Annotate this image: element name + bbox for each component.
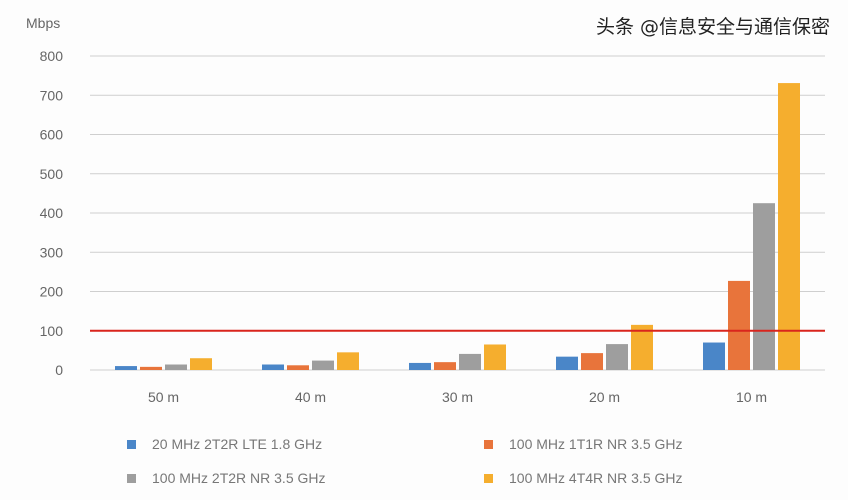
x-tick-label: 30 m: [442, 389, 473, 405]
x-tick-label: 10 m: [736, 389, 767, 405]
y-tick-label: 100: [40, 323, 64, 339]
y-tick-label: 0: [55, 362, 63, 378]
bar: [728, 280, 750, 370]
bar: [631, 324, 653, 370]
legend-item-3: 100 MHz 4T4R NR 3.5 GHz: [484, 470, 683, 486]
bar: [337, 352, 359, 370]
x-tick-label: 50 m: [148, 389, 179, 405]
legend-label: 100 MHz 4T4R NR 3.5 GHz: [509, 470, 683, 486]
bar: [190, 358, 212, 370]
y-tick-label: 400: [40, 205, 64, 221]
legend-swatch: [484, 439, 493, 449]
bar: [556, 356, 578, 370]
x-tick-label: 40 m: [295, 389, 326, 405]
bar: [581, 353, 603, 370]
legend-item-0: 20 MHz 2T2R LTE 1.8 GHz: [127, 436, 322, 452]
bar: [262, 364, 284, 370]
legend-label: 100 MHz 2T2R NR 3.5 GHz: [152, 470, 326, 486]
legend-label: 100 MHz 1T1R NR 3.5 GHz: [509, 436, 683, 452]
legend-label: 20 MHz 2T2R LTE 1.8 GHz: [152, 436, 323, 452]
legend-item-2: 100 MHz 2T2R NR 3.5 GHz: [127, 470, 326, 486]
bar: [484, 344, 506, 370]
y-tick-label: 500: [40, 166, 64, 182]
legend-swatch: [484, 473, 493, 483]
bar: [434, 362, 456, 370]
bar: [753, 203, 775, 370]
y-tick-label: 800: [40, 48, 64, 64]
watermark: 头条 @信息安全与通信保密: [596, 16, 831, 38]
bar: [459, 353, 481, 370]
x-tick-label: 20 m: [589, 389, 620, 405]
legend-item-1: 100 MHz 1T1R NR 3.5 GHz: [484, 436, 683, 452]
bar: [778, 83, 800, 371]
y-tick-label: 200: [40, 284, 64, 300]
bar: [606, 344, 628, 370]
bar: [165, 364, 187, 370]
bar: [140, 366, 162, 370]
bar: [115, 366, 137, 370]
legend-swatch: [127, 473, 136, 483]
y-axis-label: Mbps: [26, 15, 60, 31]
bar: [703, 342, 725, 370]
legend-swatch: [127, 439, 136, 449]
y-tick-label: 700: [40, 87, 64, 103]
bar: [287, 365, 309, 370]
y-tick-label: 600: [40, 127, 64, 143]
y-tick-label: 300: [40, 244, 64, 260]
bar: [409, 362, 431, 370]
bar: [312, 360, 334, 370]
